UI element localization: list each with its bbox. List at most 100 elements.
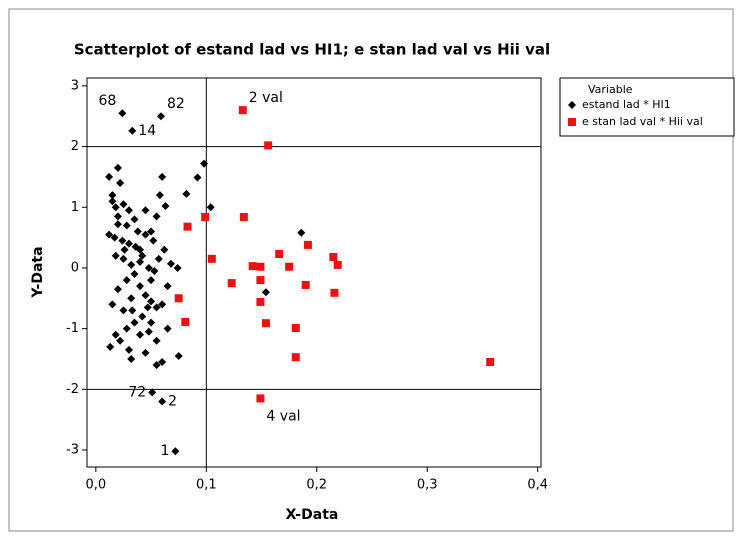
annotation: 4 val <box>266 408 300 424</box>
point <box>149 236 158 245</box>
point <box>110 233 119 242</box>
point <box>303 240 312 249</box>
point <box>238 106 247 115</box>
point <box>256 394 265 403</box>
point <box>113 212 122 221</box>
point <box>141 291 150 300</box>
point <box>122 221 131 230</box>
point <box>330 288 339 297</box>
point <box>113 285 122 294</box>
point <box>127 294 136 303</box>
point <box>147 297 156 306</box>
legend-title: Variable <box>588 83 633 96</box>
point <box>138 251 147 260</box>
point <box>147 318 156 327</box>
point <box>155 191 164 200</box>
point <box>160 245 169 254</box>
point <box>124 206 133 215</box>
point <box>130 270 139 279</box>
point <box>486 358 495 367</box>
point <box>138 312 147 321</box>
point <box>113 220 122 229</box>
point <box>150 266 159 275</box>
y-tick-label: 1 <box>71 200 79 215</box>
point <box>111 330 120 339</box>
x-tick-label: 0,2 <box>306 478 327 493</box>
point <box>154 254 163 263</box>
annotation: 1 <box>160 443 169 459</box>
point <box>124 345 133 354</box>
x-tick-label: 0,1 <box>196 478 217 493</box>
point <box>275 249 284 258</box>
point <box>163 324 172 333</box>
point <box>113 163 122 172</box>
point <box>108 300 117 309</box>
point <box>111 203 120 212</box>
annotation: 2 <box>168 393 177 409</box>
point <box>161 202 170 211</box>
point <box>141 206 150 215</box>
point <box>291 324 300 333</box>
point <box>128 126 137 135</box>
point <box>108 191 117 200</box>
annotation: 14 <box>138 123 156 139</box>
point <box>143 303 152 312</box>
point <box>130 318 139 327</box>
point <box>118 109 127 118</box>
chart-title: Scatterplot of estand lad vs HI1; e stan… <box>74 41 550 59</box>
point <box>106 342 115 351</box>
point <box>124 239 133 248</box>
y-tick-label: -1 <box>66 321 79 336</box>
legend-box <box>559 77 735 137</box>
y-tick-label: -3 <box>66 443 79 458</box>
point <box>116 178 125 187</box>
legend-marker <box>568 118 576 126</box>
point <box>122 324 131 333</box>
point <box>111 251 120 260</box>
point <box>119 254 128 263</box>
annotation: 2 val <box>249 90 283 106</box>
point <box>297 228 306 237</box>
point <box>166 259 175 268</box>
y-tick-label: 2 <box>71 139 79 154</box>
point <box>291 353 300 362</box>
point <box>248 262 257 271</box>
point <box>264 141 273 150</box>
x-tick-label: 0,4 <box>527 478 548 493</box>
point <box>152 303 161 312</box>
point <box>119 200 128 209</box>
point <box>152 336 161 345</box>
point <box>152 212 161 221</box>
point <box>144 263 153 272</box>
x-tick-label: 0,3 <box>417 478 438 493</box>
point <box>285 262 294 271</box>
point <box>158 172 167 181</box>
point <box>329 253 338 262</box>
y-tick-label: -2 <box>66 382 79 397</box>
point <box>158 358 167 367</box>
point <box>136 257 145 266</box>
point <box>118 236 127 245</box>
point <box>256 276 265 285</box>
point <box>136 282 145 291</box>
point <box>206 203 215 212</box>
point <box>128 306 137 315</box>
point <box>119 306 128 315</box>
point <box>193 173 202 182</box>
point <box>105 172 114 181</box>
point <box>239 212 248 221</box>
point <box>158 300 167 309</box>
point <box>141 348 150 357</box>
point <box>261 288 270 297</box>
point <box>333 260 342 269</box>
point <box>157 112 166 121</box>
point <box>174 294 183 303</box>
point <box>133 227 142 236</box>
point <box>148 388 157 397</box>
point <box>147 227 156 236</box>
point <box>130 215 139 224</box>
annotation: 68 <box>99 93 117 109</box>
y-tick-label: 0 <box>71 260 79 275</box>
point <box>227 279 236 288</box>
